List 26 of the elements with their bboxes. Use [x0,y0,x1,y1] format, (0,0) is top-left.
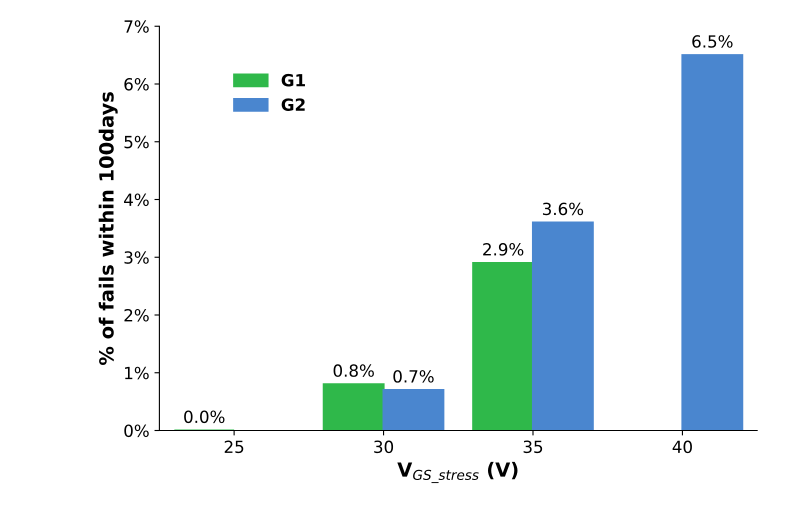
x-tick-label: 30 [374,440,394,454]
y-tick-label: 1% [125,366,149,380]
x-tick-label: 40 [672,440,692,454]
y-axis-title: % of fails within 100days [98,92,118,365]
y-tick-label: 3% [124,251,149,264]
data-label: 0.7% [393,370,434,383]
data-label: 2.9% [483,243,524,256]
y-tick-label: 7% [124,20,149,33]
legend-label: G2 [282,98,305,111]
y-tick-label: 5% [124,136,149,148]
bar [681,54,744,430]
data-label: 6.5% [692,35,733,48]
x-tick-label: 25 [224,440,244,454]
x-tick-label: 35 [524,440,542,454]
legend-label: G1 [282,74,305,86]
y-tick-label: 2% [124,308,149,322]
data-label: 0.8% [334,364,374,377]
data-label: 0.0% [184,410,224,424]
y-tick-label: 4% [124,193,149,206]
x-axis-title: V$_{GS_stress}$ (V) [397,462,518,484]
bar [532,222,594,430]
y-tick-label: 6% [124,78,149,91]
bar [382,389,444,430]
bar [322,383,385,430]
y-tick-label: 0% [124,424,149,438]
data-label: 3.6% [542,202,584,216]
